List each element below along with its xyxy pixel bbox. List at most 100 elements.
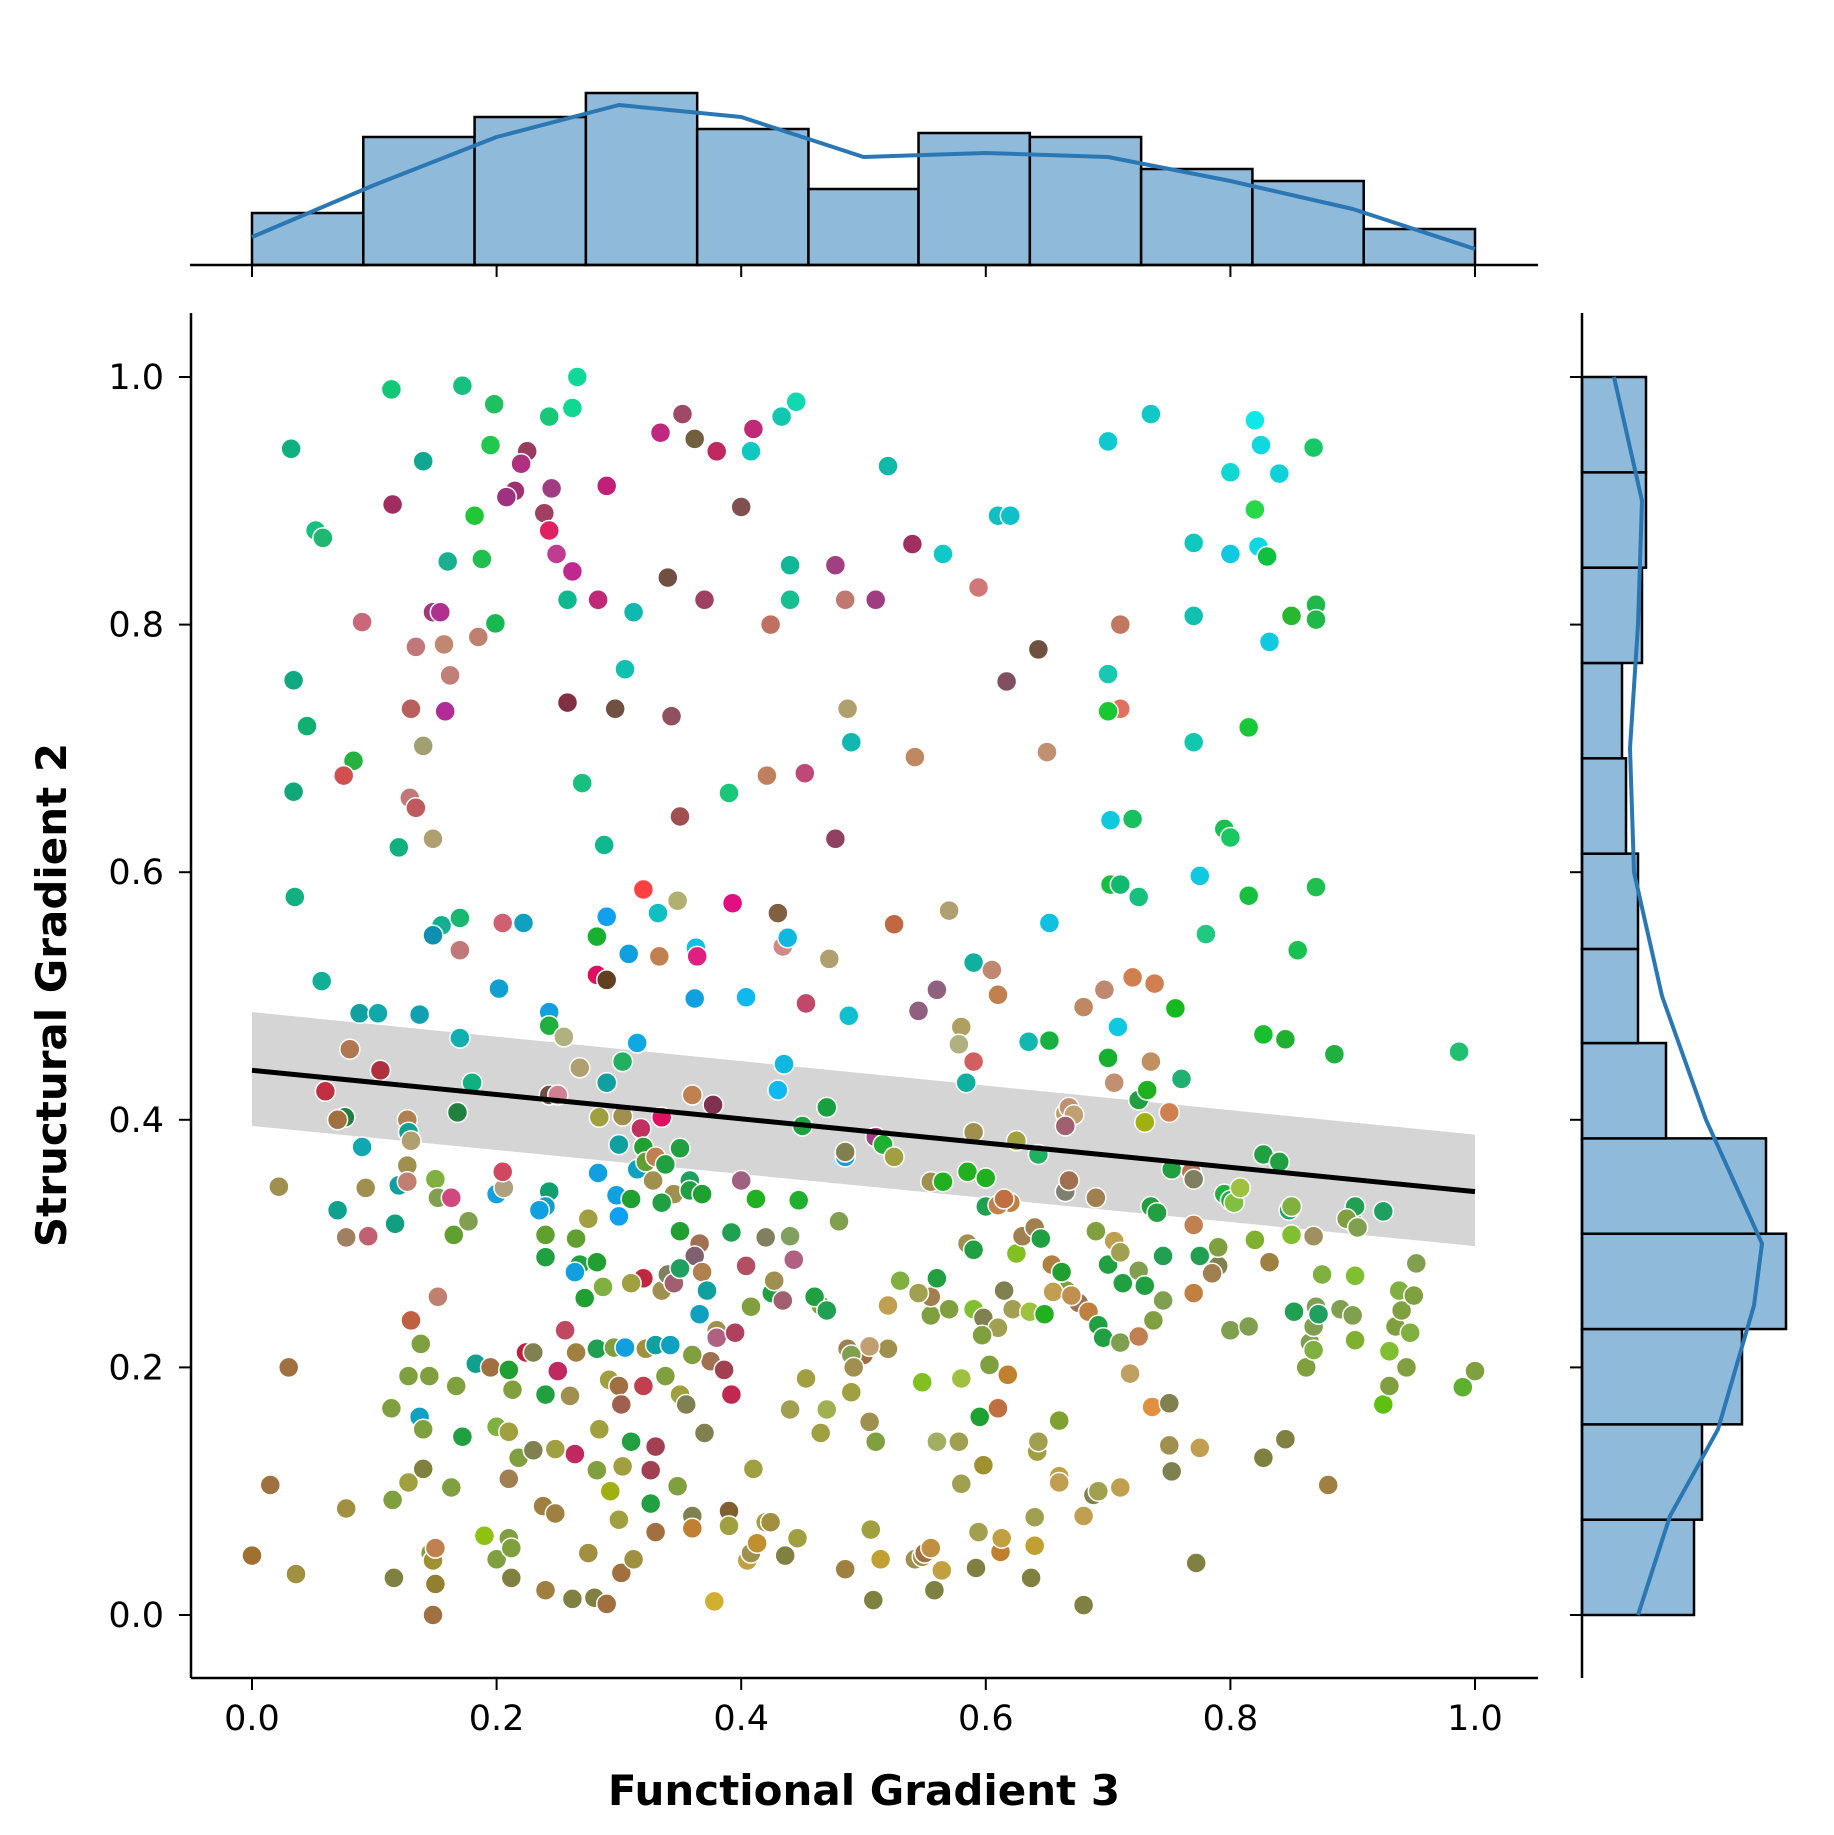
right-histogram-bar: [1580, 661, 1624, 760]
scatter-point: [445, 1375, 467, 1397]
scatter-point: [1317, 1474, 1339, 1496]
scatter-point: [485, 1548, 508, 1571]
scatter-point: [1452, 1376, 1474, 1398]
scatter-point: [367, 1002, 389, 1025]
top-histogram-bar: [695, 127, 810, 267]
scatter-point: [457, 1210, 480, 1233]
scatter-point: [467, 626, 490, 648]
scatter-point: [241, 1544, 263, 1567]
scatter-point: [1274, 1428, 1297, 1450]
scatter-point: [412, 1458, 434, 1480]
scatter-point: [483, 393, 505, 415]
scatter-point: [834, 1558, 856, 1580]
scatter-point: [1099, 809, 1122, 831]
scatter-point: [534, 1579, 557, 1601]
scatter-point: [369, 1059, 392, 1082]
scatter-point: [901, 533, 924, 555]
scatter-point: [1121, 966, 1144, 989]
scatter-point: [451, 374, 474, 397]
scatter-point: [1207, 1236, 1229, 1259]
scatter-point: [883, 1146, 905, 1168]
scatter-point: [446, 1101, 469, 1124]
scatter-point: [592, 1276, 614, 1298]
scatter-point: [681, 1084, 704, 1106]
scatter-point: [987, 984, 1009, 1006]
scatter-point: [965, 1557, 987, 1579]
scatter-point: [1201, 1262, 1223, 1285]
scatter-point: [860, 1518, 882, 1541]
scatter-point: [795, 992, 817, 1015]
scatter-point: [1097, 430, 1119, 453]
scatter-point: [1244, 498, 1266, 521]
scatter-point: [1140, 1050, 1162, 1073]
scatter-point: [451, 1425, 474, 1448]
scatter-point: [660, 705, 683, 727]
scatter-point: [858, 1335, 881, 1358]
right-histogram-bar: [1580, 471, 1648, 569]
scatter-point: [1182, 1282, 1205, 1304]
scatter-point: [498, 1359, 520, 1381]
scatter-point: [955, 1071, 977, 1094]
scatter-point: [284, 886, 306, 908]
scatter-point: [547, 1360, 569, 1382]
scatter-point: [730, 1169, 752, 1192]
scatter-point: [608, 1508, 630, 1531]
scatter-point: [534, 1383, 557, 1406]
scatter-point: [971, 1324, 993, 1346]
scatter-point: [488, 977, 510, 1000]
scatter-point: [608, 1205, 630, 1228]
scatter-point: [285, 1563, 307, 1585]
scatter-point: [595, 906, 618, 928]
scatter-point: [703, 1590, 726, 1613]
scatter-point: [1237, 884, 1260, 907]
scatter-point: [1219, 461, 1242, 484]
scatter-point: [770, 405, 793, 428]
scatter-point: [1219, 826, 1242, 849]
scatter-point: [418, 1365, 441, 1387]
scatter-point: [1097, 1047, 1119, 1069]
scatter-point: [443, 1224, 465, 1246]
scatter-point: [500, 1567, 523, 1589]
scatter-point: [429, 601, 452, 623]
scatter-point: [473, 1525, 496, 1547]
scatter-point: [310, 970, 333, 992]
scatter-point: [620, 1272, 642, 1294]
right-histogram-bar: [1580, 947, 1640, 1045]
scatter-point: [978, 1354, 1001, 1376]
scatter-point: [381, 1489, 404, 1511]
scatter-point: [610, 1393, 633, 1416]
scatter-point: [962, 951, 985, 974]
scatter-point: [767, 902, 789, 924]
scatter-point: [1109, 1331, 1132, 1354]
scatter-point: [904, 746, 926, 768]
scatter-point: [471, 548, 493, 570]
scatter-point: [573, 1287, 596, 1309]
scatter-point: [967, 576, 990, 599]
scatter-point: [1136, 1079, 1158, 1101]
scatter-point: [877, 1294, 899, 1317]
scatter-point: [439, 664, 461, 687]
scatter-point: [1195, 923, 1217, 945]
scatter-point: [696, 1279, 718, 1302]
scatter-point: [538, 405, 560, 428]
scatter-point: [620, 1430, 642, 1453]
scatter-point: [816, 1398, 838, 1421]
scatter-point: [1038, 912, 1061, 934]
scatter-point: [388, 836, 410, 859]
scatter-point: [735, 1255, 757, 1277]
scatter-point: [277, 1356, 300, 1379]
scatter-point: [1030, 1227, 1052, 1250]
scatter-point: [586, 1251, 608, 1273]
y-tick-label: 0.6: [108, 853, 164, 893]
scatter-point: [1109, 613, 1132, 636]
scatter-point: [920, 1537, 942, 1559]
x-tick-label: 0.8: [1203, 1699, 1259, 1739]
scatter-point: [614, 658, 636, 680]
x-axis-ticks: 0.0 0.2 0.4 0.6 0.8 1.0: [224, 265, 1503, 1739]
scatter-point: [740, 440, 762, 463]
scatter-point: [1140, 403, 1162, 425]
right-histogram-bar: [1580, 1232, 1788, 1331]
scatter-point: [647, 902, 669, 924]
scatter-point: [779, 554, 801, 576]
scatter-point: [926, 1267, 948, 1290]
